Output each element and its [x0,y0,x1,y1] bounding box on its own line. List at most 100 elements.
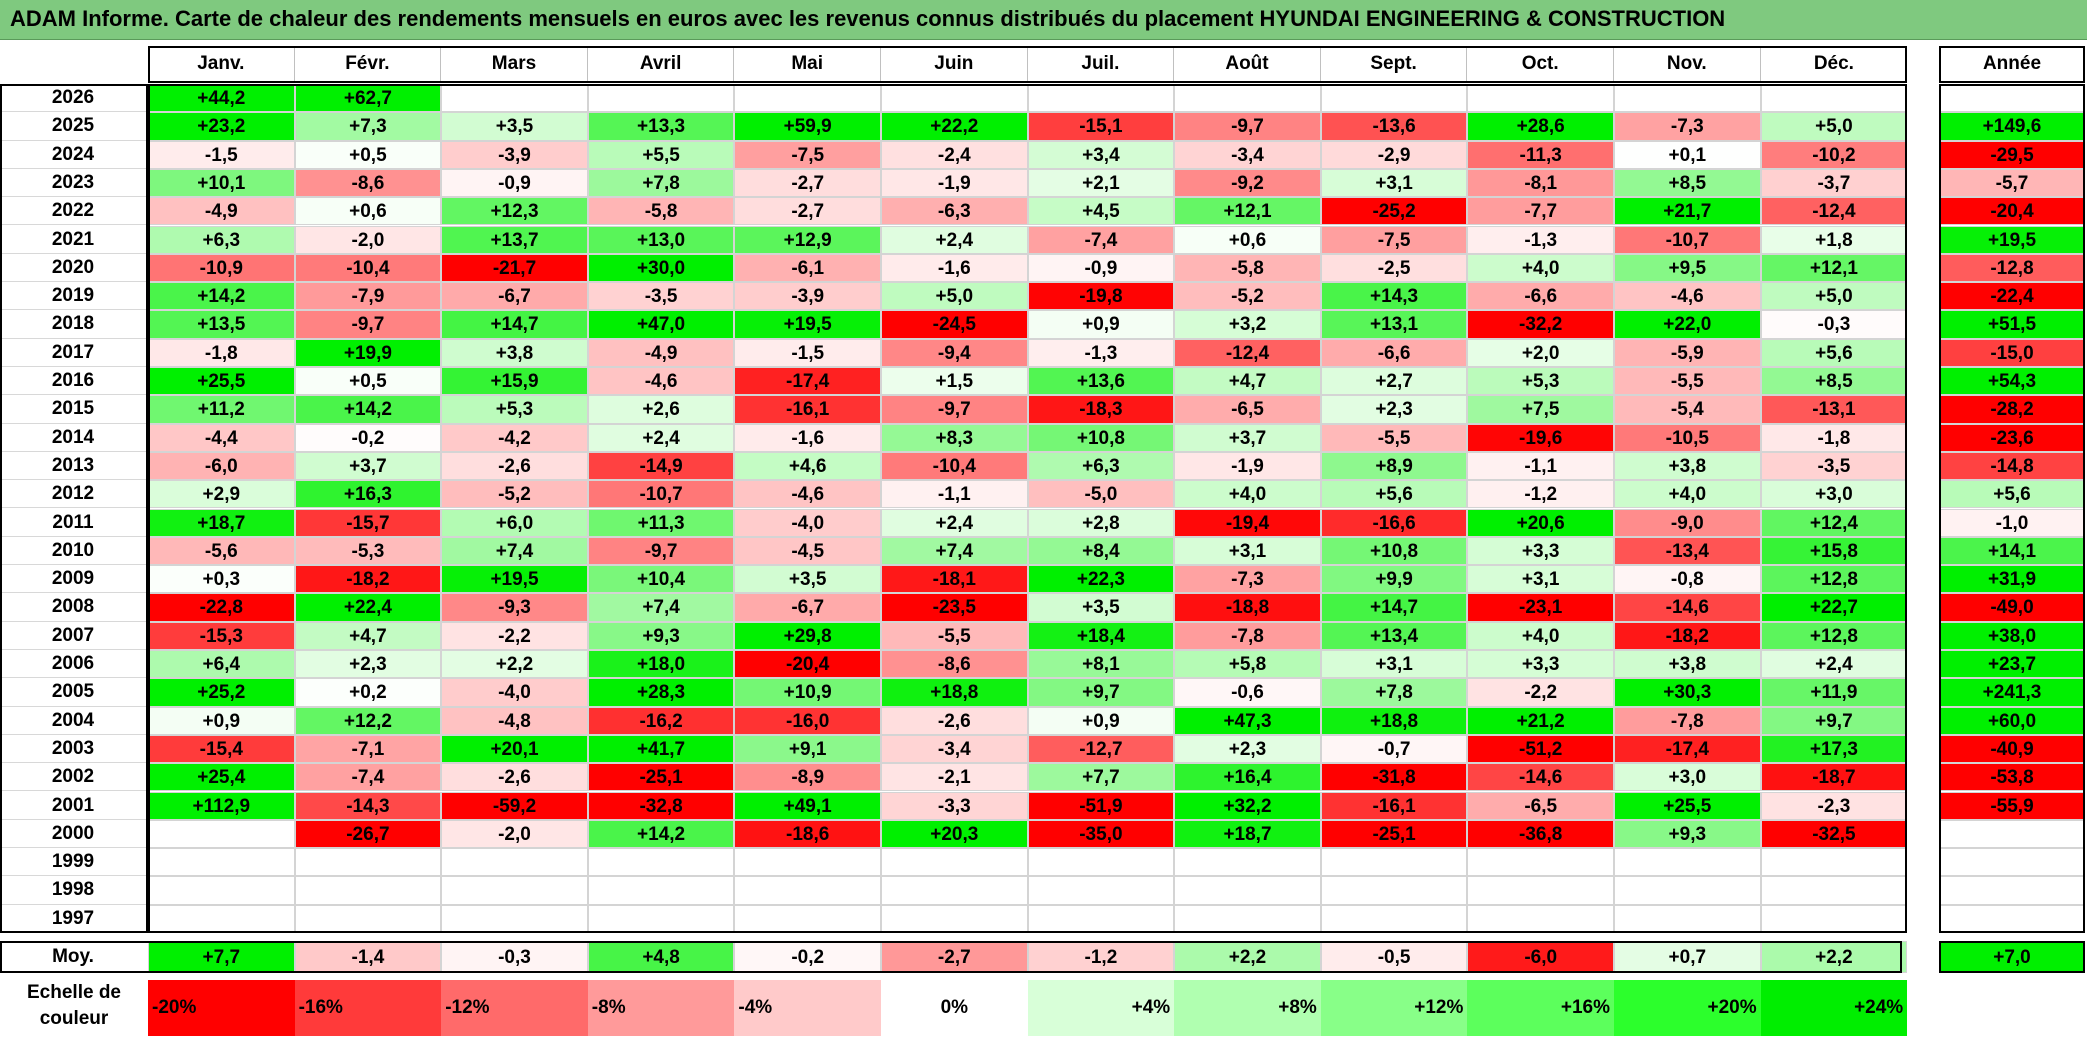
average-cell: +7,7 [148,941,295,973]
heatmap-cell: +12,4 [1760,508,1908,537]
annual-cell: -12,8 [1939,253,2085,283]
heatmap-cell: -18,2 [294,565,442,594]
heatmap-cell: -32,5 [1760,819,1908,849]
year-label: 2004 [0,707,146,735]
heatmap-cell: +7,8 [587,168,735,198]
heatmap-cell: +6,3 [148,225,295,254]
heatmap-cell: -6,6 [1467,282,1614,311]
heatmap-cell [1027,84,1175,113]
heatmap-cell: -6,7 [734,593,881,622]
annual-cell: -53,8 [1939,763,2085,792]
color-scale-step: +8% [1174,980,1321,1036]
heatmap-cell: -20,4 [734,650,881,679]
heatmap-cell: +3,2 [1174,310,1321,339]
year-label: 2021 [0,226,146,254]
heatmap-cell: -25,1 [1320,819,1468,849]
heatmap-cell [1760,904,1908,933]
year-label: 2024 [0,141,146,169]
annual-cell: +31,9 [1939,565,2085,594]
heatmap-cell: -7,9 [294,282,442,311]
heatmap-cell: +13,5 [148,310,295,339]
heatmap-cell: -2,0 [294,225,442,254]
heatmap-cell [1614,84,1761,113]
heatmap-cell: +2,3 [294,650,442,679]
month-header: Sept. [1321,46,1468,82]
heatmap-cell: +22,7 [1760,593,1908,622]
heatmap-cell [587,848,735,877]
heatmap-cell: +30,0 [587,253,735,283]
annual-cell: -20,4 [1939,197,2085,226]
heatmap-cell: -5,2 [441,480,588,509]
year-label: 2007 [0,622,146,650]
heatmap-cell: +21,2 [1467,706,1614,735]
heatmap-cell: +5,8 [1174,650,1321,679]
year-label: 2014 [0,424,146,452]
heatmap-cell [1760,84,1908,113]
heatmap-cell: -26,7 [294,819,442,849]
heatmap-cell: +4,0 [1174,480,1321,509]
heatmap-cell: +13,3 [587,112,735,141]
heatmap-cell: +14,3 [1320,282,1468,311]
heatmap-cell: +15,8 [1760,536,1908,566]
heatmap-cell: -4,5 [734,536,881,566]
year-label: 2016 [0,367,146,396]
heatmap-cell: -7,4 [294,763,442,792]
annual-cell [1939,819,2085,849]
heatmap-cell: +9,1 [734,734,881,764]
heatmap-cell: -18,3 [1027,395,1175,424]
average-cell: -6,0 [1467,941,1614,973]
heatmap-cell: -4,2 [441,423,588,452]
heatmap-cell: +12,3 [441,197,588,226]
heatmap-cell: -32,8 [587,791,735,820]
heatmap-cell: +8,5 [1760,367,1908,396]
heatmap-cell: -1,3 [1467,225,1614,254]
average-cell: -0,5 [1320,941,1468,973]
heatmap-cell: +14,2 [294,395,442,424]
heatmap-cell: +16,4 [1174,763,1321,792]
heatmap-cell: +20,1 [441,734,588,764]
heatmap-cell: +13,4 [1320,621,1468,650]
heatmap-cell: +8,3 [881,423,1028,452]
heatmap-cell: +0,6 [294,197,442,226]
heatmap-cell: +18,8 [1320,706,1468,735]
average-cell: -0,3 [441,941,588,973]
heatmap-cell: +0,9 [148,706,295,735]
heatmap-cell [587,876,735,905]
heatmap-cell: +11,2 [148,395,295,424]
annual-cell [1939,84,2085,113]
annual-cell: +54,3 [1939,367,2085,396]
heatmap-cell: -17,4 [734,367,881,396]
heatmap-cell: +6,4 [148,650,295,679]
heatmap-cell: +12,8 [1760,565,1908,594]
heatmap-cell: +9,3 [587,621,735,650]
annual-cell: -29,5 [1939,140,2085,169]
heatmap-cell [294,876,442,905]
heatmap-cell: +2,3 [1320,395,1468,424]
heatmap-cell: +2,4 [587,423,735,452]
heatmap-cell: -16,0 [734,706,881,735]
heatmap-cell: -8,9 [734,763,881,792]
heatmap-cell: -10,7 [1614,225,1761,254]
heatmap-cell: +9,5 [1614,253,1761,283]
heatmap-cell: -9,7 [881,395,1028,424]
heatmap-cell: +32,2 [1174,791,1321,820]
heatmap-cell: -8,6 [294,168,442,198]
heatmap-cell: -51,9 [1027,791,1175,820]
annual-cell: -5,7 [1939,168,2085,198]
year-label: 1999 [0,848,146,877]
heatmap-cell: -9,7 [587,536,735,566]
heatmap-cell: +22,4 [294,593,442,622]
heatmap-cell: +9,7 [1027,678,1175,707]
heatmap-cell: -2,6 [441,451,588,481]
heatmap-cell [587,904,735,933]
year-label: 2003 [0,735,146,764]
title-bar: ADAM Informe. Carte de chaleur des rende… [0,0,2087,40]
month-header: Août [1174,46,1321,82]
heatmap-cell: -25,1 [587,763,735,792]
heatmap-cell: -7,5 [1320,225,1468,254]
heatmap-cell: +8,5 [1614,168,1761,198]
heatmap-cell: -7,3 [1614,112,1761,141]
heatmap-cell: +2,4 [881,508,1028,537]
heatmap-cell: -4,9 [148,197,295,226]
heatmap-cell: +13,6 [1027,367,1175,396]
